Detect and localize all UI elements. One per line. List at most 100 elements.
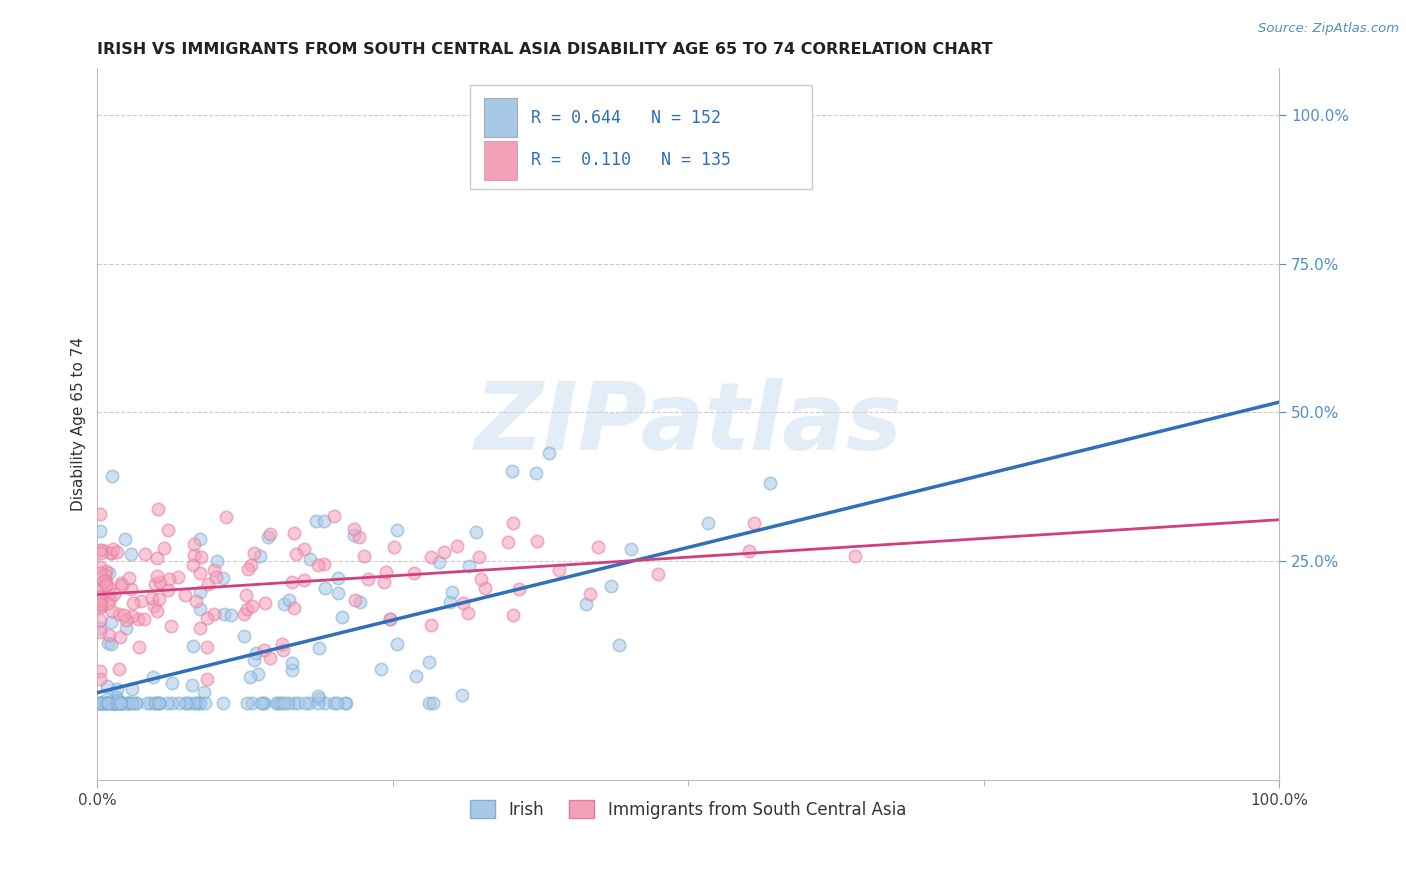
- Point: [232, 607, 254, 622]
- Point: [94, 696, 117, 710]
- Point: [194, 696, 217, 710]
- Point: [162, 676, 184, 690]
- Point: [212, 607, 235, 622]
- Point: [96, 565, 118, 579]
- Point: [235, 588, 257, 602]
- Point: [273, 696, 295, 710]
- Point: [547, 563, 569, 577]
- Point: [470, 572, 492, 586]
- Point: [117, 696, 139, 710]
- Point: [195, 611, 218, 625]
- Point: [96, 696, 118, 710]
- Point: [277, 696, 299, 710]
- Point: [375, 565, 398, 579]
- Point: [184, 696, 207, 710]
- Point: [89, 613, 111, 627]
- Point: [333, 696, 356, 710]
- Point: [280, 574, 302, 589]
- Point: [696, 516, 718, 531]
- Point: [254, 596, 277, 610]
- Point: [285, 547, 308, 561]
- Point: [451, 688, 474, 702]
- Point: [294, 696, 316, 710]
- Point: [249, 549, 271, 563]
- Point: [149, 575, 172, 590]
- Point: [188, 566, 211, 580]
- Point: [118, 696, 141, 710]
- Point: [446, 539, 468, 553]
- Point: [142, 599, 165, 613]
- Point: [844, 549, 866, 564]
- Point: [188, 602, 211, 616]
- Point: [125, 696, 148, 710]
- Point: [97, 589, 120, 603]
- Point: [205, 554, 228, 568]
- FancyBboxPatch shape: [484, 141, 517, 180]
- Point: [537, 446, 560, 460]
- Point: [188, 585, 211, 599]
- Point: [253, 643, 276, 657]
- Point: [236, 562, 259, 576]
- Point: [314, 696, 336, 710]
- Point: [153, 541, 176, 555]
- Point: [181, 639, 204, 653]
- Point: [433, 544, 456, 558]
- Point: [219, 607, 242, 622]
- Point: [107, 696, 129, 710]
- Point: [89, 507, 111, 521]
- Text: ZIPatlas: ZIPatlas: [474, 378, 903, 470]
- Point: [91, 543, 114, 558]
- Point: [118, 696, 141, 710]
- Point: [195, 673, 218, 687]
- Point: [145, 551, 167, 566]
- Point: [89, 621, 111, 635]
- Point: [97, 582, 120, 596]
- Point: [273, 597, 295, 611]
- Point: [349, 595, 371, 609]
- Point: [89, 599, 111, 614]
- Point: [110, 696, 132, 710]
- Point: [89, 696, 111, 710]
- Point: [90, 545, 112, 559]
- Point: [139, 696, 162, 710]
- Point: [89, 696, 111, 710]
- Point: [502, 607, 524, 622]
- Point: [155, 696, 177, 710]
- Point: [195, 640, 218, 655]
- Point: [305, 514, 328, 528]
- Point: [382, 540, 405, 554]
- Point: [385, 637, 408, 651]
- Point: [120, 582, 142, 596]
- Point: [188, 533, 211, 547]
- Point: [94, 574, 117, 589]
- Point: [271, 643, 294, 657]
- Point: [283, 525, 305, 540]
- Point: [405, 669, 427, 683]
- Point: [236, 602, 259, 616]
- Point: [108, 662, 131, 676]
- Point: [101, 696, 124, 710]
- Point: [183, 549, 205, 563]
- Point: [89, 696, 111, 710]
- Point: [742, 516, 765, 531]
- Point: [292, 573, 315, 587]
- Point: [287, 696, 309, 710]
- Point: [501, 464, 523, 478]
- Point: [202, 563, 225, 577]
- Point: [314, 582, 336, 596]
- Point: [575, 597, 598, 611]
- Point: [298, 552, 321, 566]
- Point: [89, 582, 111, 597]
- Point: [174, 696, 197, 710]
- Point: [94, 577, 117, 591]
- Point: [328, 572, 350, 586]
- Point: [89, 625, 111, 640]
- Point: [307, 558, 329, 573]
- Point: [100, 615, 122, 629]
- Point: [128, 640, 150, 654]
- Point: [94, 696, 117, 710]
- Point: [181, 677, 204, 691]
- Point: [453, 595, 475, 609]
- Point: [277, 593, 299, 607]
- Point: [308, 640, 330, 655]
